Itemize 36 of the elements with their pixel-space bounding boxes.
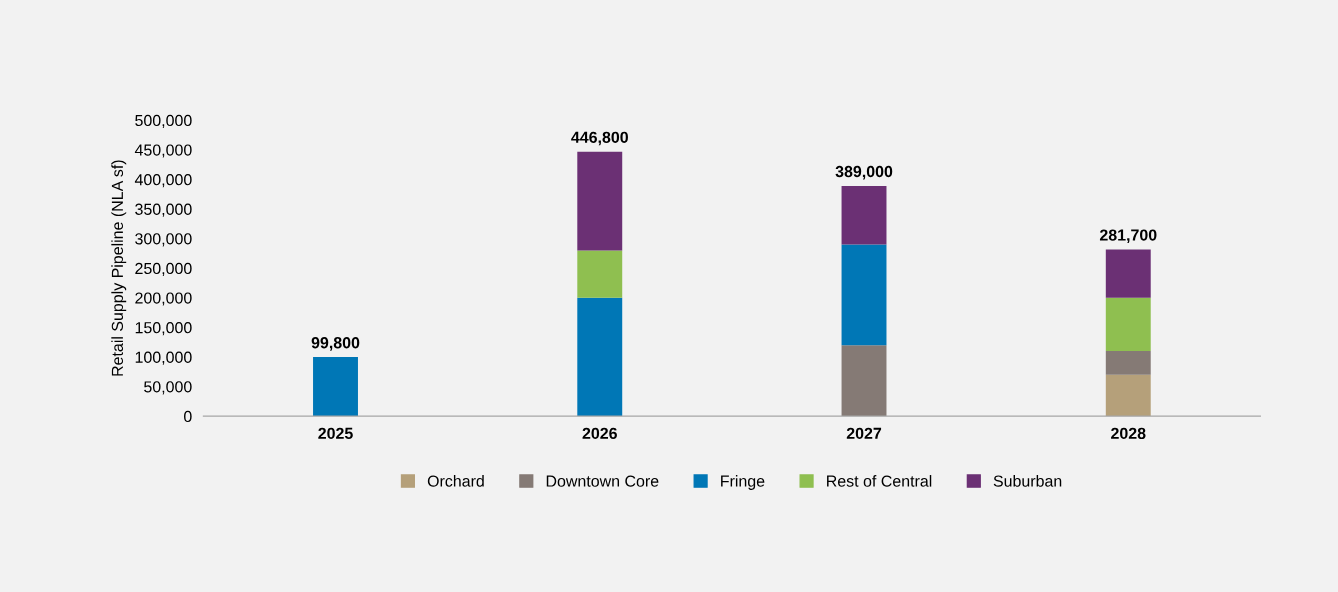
y-tick-label: 350,000 [135, 203, 192, 217]
y-tick-label: 100,000 [135, 351, 192, 365]
y-tick-label: 450,000 [134, 144, 192, 158]
total-label: 281,700 [1099, 229, 1157, 244]
legend-label: Suburban [993, 475, 1062, 487]
bar [1105, 249, 1151, 298]
bar [313, 357, 358, 417]
y-tick-label: 150,000 [135, 322, 192, 336]
total-label: 446,800 [571, 131, 628, 146]
legend-label: Orchard [427, 475, 484, 487]
y-tick-label: 300,000 [135, 233, 192, 247]
bar [841, 345, 887, 417]
bar [1105, 351, 1151, 375]
legend-label: Fringe [721, 475, 765, 490]
legend-label: Rest of Central [827, 475, 932, 487]
bar [841, 185, 887, 245]
bar [577, 250, 623, 298]
bar [1105, 297, 1151, 352]
y-tick-label: 250,000 [135, 262, 192, 277]
y-tick-label: 200,000 [135, 292, 192, 306]
total-label: 389,000 [835, 165, 893, 180]
bar [841, 244, 887, 346]
total-label: 99,800 [311, 337, 360, 351]
y-tick-label: 0 [184, 410, 192, 423]
x-tick-label: 2025 [318, 427, 353, 440]
legend-label: Downtown Core [546, 475, 659, 487]
x-tick-label: 2026 [582, 427, 617, 440]
y-tick-label: 400,000 [134, 174, 192, 188]
bar [577, 151, 623, 251]
y-tick-label: 500,000 [135, 114, 192, 129]
x-tick-label: 2028 [1111, 427, 1146, 440]
bar [1105, 374, 1151, 417]
y-tick-label: 50,000 [144, 381, 192, 395]
y-axis-title: Retail Supply Pipeline (NLA sf) [111, 160, 127, 376]
x-tick-label: 2027 [846, 427, 882, 440]
bar [577, 297, 623, 417]
